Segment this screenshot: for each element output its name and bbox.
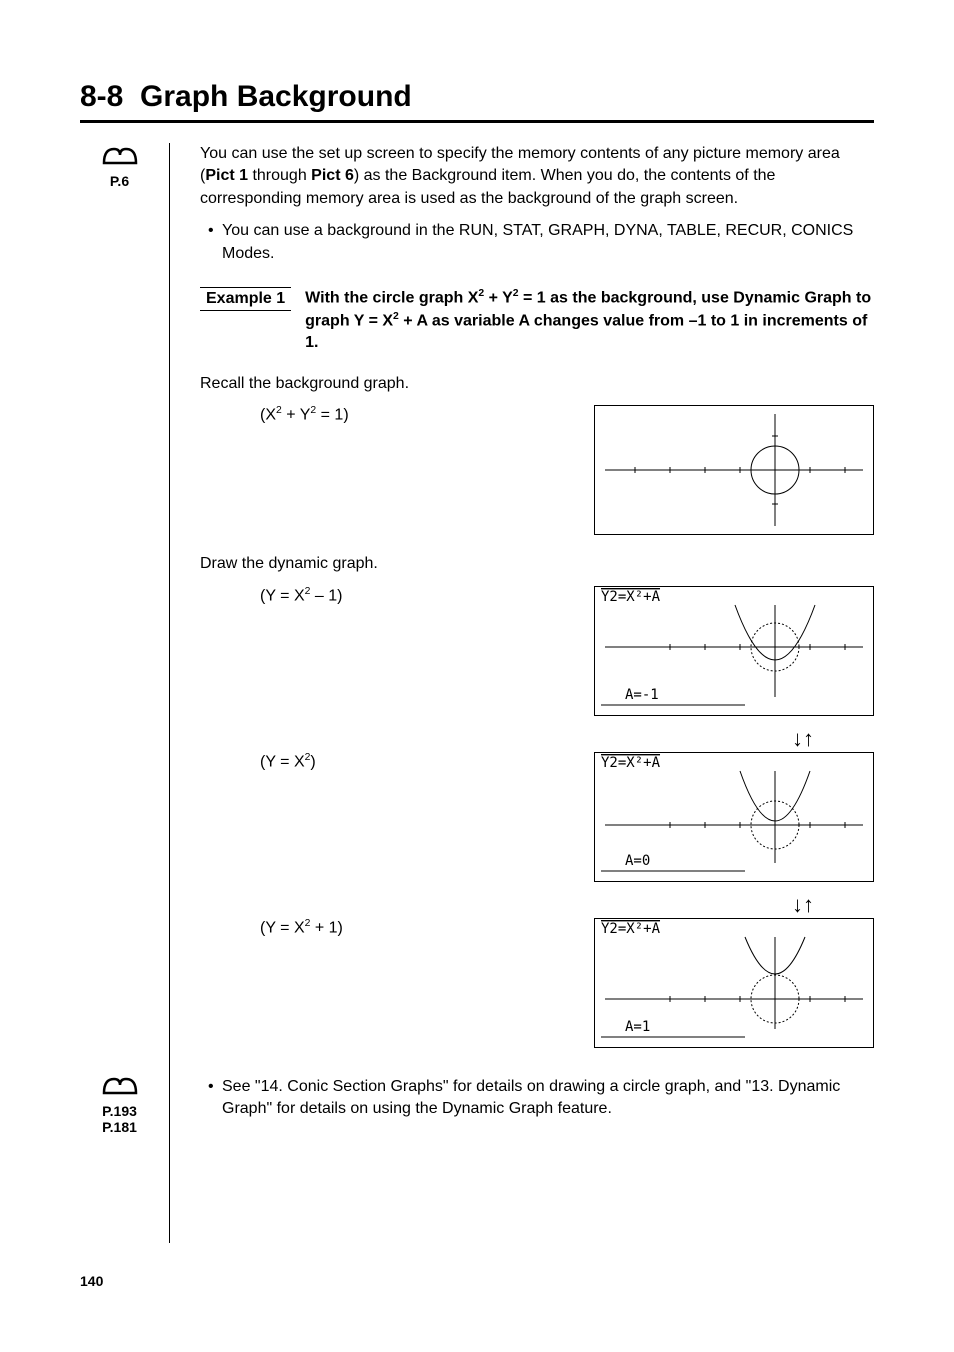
g3-equation: (Y = X2 + 1) bbox=[200, 918, 594, 937]
section-number: 8-8 bbox=[80, 80, 123, 113]
calc-screen-circle bbox=[594, 405, 874, 535]
page-ref-label: P.6 bbox=[80, 173, 159, 189]
footnote: See "14. Conic Section Graphs" for detai… bbox=[200, 1076, 874, 1121]
section-name: Graph Background bbox=[140, 80, 412, 113]
page-ref-bottom: P.193 P.181 bbox=[80, 1073, 159, 1135]
calc-screen-g1: Y2=X²+A A=-1 bbox=[594, 586, 874, 716]
g1-equation: (Y = X2 – 1) bbox=[200, 586, 594, 605]
example-block: Example 1 With the circle graph X2 + Y2 … bbox=[200, 287, 874, 355]
svg-text:Y2=X²+A: Y2=X²+A bbox=[601, 921, 661, 937]
svg-text:A=1: A=1 bbox=[625, 1019, 650, 1035]
svg-text:A=-1: A=-1 bbox=[625, 687, 659, 703]
g2-equation: (Y = X2) bbox=[200, 752, 594, 771]
section-rule bbox=[80, 120, 874, 123]
arrows-1: ↓↑ bbox=[200, 728, 874, 750]
step1-heading: Recall the background graph. bbox=[200, 373, 874, 395]
section-title: 8-8 Graph Background bbox=[80, 80, 874, 114]
arrows-2: ↓↑ bbox=[200, 894, 874, 916]
svg-text:A=0: A=0 bbox=[625, 853, 650, 869]
calc-screen-g2: Y2=X²+A A=0 bbox=[594, 752, 874, 882]
svg-text:Y2=X²+A: Y2=X²+A bbox=[601, 755, 661, 771]
step1-equation: (X2 + Y2 = 1) bbox=[200, 405, 594, 424]
page-number: 140 bbox=[80, 1273, 874, 1289]
example-text: With the circle graph X2 + Y2 = 1 as the… bbox=[305, 287, 874, 355]
intro-bullet: You can use a background in the RUN, STA… bbox=[200, 220, 874, 265]
page-ref-label2: P.181 bbox=[80, 1119, 159, 1135]
example-label: Example 1 bbox=[200, 287, 291, 311]
step2-heading: Draw the dynamic graph. bbox=[200, 553, 874, 575]
page-ref-label1: P.193 bbox=[80, 1103, 159, 1119]
svg-text:Y2=X²+A: Y2=X²+A bbox=[601, 589, 661, 605]
intro-paragraph: You can use the set up screen to specify… bbox=[200, 143, 874, 210]
calc-screen-g3: Y2=X²+A A=1 bbox=[594, 918, 874, 1048]
